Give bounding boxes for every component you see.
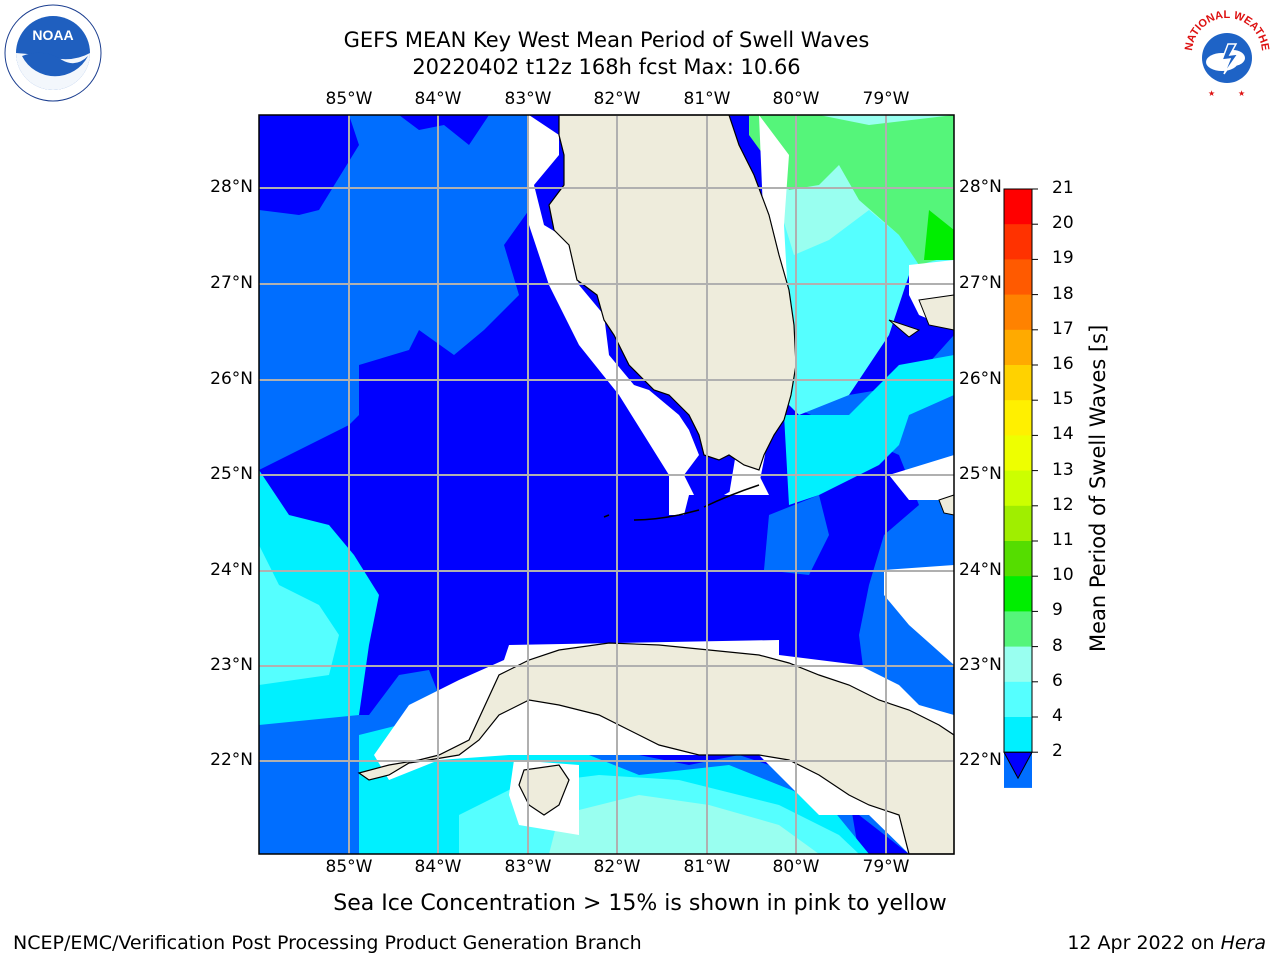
swell-band-4-6-east bbox=[784, 355, 954, 505]
colorbar-segment bbox=[1004, 189, 1032, 225]
colorbar-segment bbox=[1004, 224, 1032, 260]
colorbar-level-label: 6 bbox=[1052, 670, 1063, 691]
colorbar-level-label: 13 bbox=[1052, 459, 1074, 480]
colorbar-level-label: 21 bbox=[1052, 178, 1074, 198]
lat-tick-label-right: 24°N bbox=[959, 560, 1002, 580]
lat-tick-label-right: 25°N bbox=[959, 464, 1002, 484]
footer-branch: NCEP/EMC/Verification Post Processing Pr… bbox=[13, 932, 642, 954]
lat-tick-label-right: 22°N bbox=[959, 750, 1002, 770]
lon-tick-label-bottom: 79°W bbox=[862, 857, 910, 877]
nws-logo: NATIONAL WEATHER SERVICE ★ ★ bbox=[1174, 0, 1276, 102]
swell-band-9-10-northeast bbox=[749, 115, 954, 265]
noaa-logo-text: NOAA bbox=[32, 27, 73, 43]
colorbar-level-label: 8 bbox=[1052, 635, 1063, 656]
colorbar-segment bbox=[1004, 681, 1032, 718]
lon-tick-label-top: 85°W bbox=[325, 89, 373, 109]
lon-tick-label-top: 83°W bbox=[504, 89, 552, 109]
swell-band-2-4-west bbox=[259, 115, 529, 470]
lat-tick-label-right: 23°N bbox=[959, 655, 1002, 675]
lon-tick-label-bottom: 81°W bbox=[683, 857, 731, 877]
map-frame bbox=[258, 114, 955, 855]
colorbar-level-label: 12 bbox=[1052, 494, 1074, 515]
colorbar-segment bbox=[1004, 294, 1032, 331]
lat-tick-label-left: 25°N bbox=[210, 464, 253, 484]
colorbar-level-label: 14 bbox=[1052, 424, 1074, 445]
noaa-logo: NOAA bbox=[4, 4, 102, 102]
lon-tick-label-bottom: 83°W bbox=[504, 857, 552, 877]
chart-title-line1: GEFS MEAN Key West Mean Period of Swell … bbox=[343, 28, 870, 52]
swell-band-10-11-peak bbox=[924, 210, 954, 260]
lon-tick-label-bottom: 85°W bbox=[325, 857, 373, 877]
lat-tick-label-left: 27°N bbox=[210, 273, 253, 293]
colorbar-segment bbox=[1004, 365, 1032, 401]
colorbar-segment bbox=[1004, 329, 1032, 366]
lon-tick-label-top: 84°W bbox=[414, 89, 462, 109]
colorbar-segment bbox=[1004, 435, 1032, 472]
lon-tick-label-bottom: 84°W bbox=[414, 857, 462, 877]
cuba-landmass bbox=[357, 642, 955, 855]
colorbar-level-label: 11 bbox=[1052, 530, 1074, 550]
lat-tick-label-left: 23°N bbox=[210, 655, 253, 675]
svg-text:★: ★ bbox=[1208, 89, 1215, 98]
florida-keys-coast bbox=[603, 484, 760, 521]
colorbar-units-label: Mean Period of Swell Waves [s] bbox=[1086, 324, 1110, 652]
lon-tick-label-top: 80°W bbox=[772, 89, 820, 109]
lat-tick-label-right: 26°N bbox=[959, 369, 1002, 389]
colorbar-segment bbox=[1004, 541, 1032, 577]
lon-tick-label-top: 79°W bbox=[862, 89, 910, 109]
colorbar-level-label: 2 bbox=[1052, 741, 1063, 762]
swell-band-2-4-north-inner bbox=[399, 115, 489, 145]
lat-tick-label-right: 28°N bbox=[959, 177, 1002, 197]
colorbar-level-label: 17 bbox=[1052, 318, 1074, 339]
lat-tick-label-left: 28°N bbox=[210, 177, 253, 197]
colorbar-level-label: 10 bbox=[1052, 565, 1074, 586]
map-gridlines bbox=[259, 115, 954, 854]
colorbar-level-label: 16 bbox=[1052, 354, 1074, 374]
colorbar-segment bbox=[1004, 505, 1032, 542]
sea-ice-caption: Sea Ice Concentration > 15% is shown in … bbox=[333, 891, 947, 916]
swell-period-map bbox=[258, 114, 955, 855]
lon-tick-label-top: 81°W bbox=[683, 89, 731, 109]
lon-tick-label-bottom: 80°W bbox=[772, 857, 820, 877]
lat-tick-label-left: 24°N bbox=[210, 560, 253, 580]
footer-date: 12 Apr 2022 on Hera bbox=[1067, 932, 1266, 954]
colorbar-level-label: 18 bbox=[1052, 283, 1074, 304]
lat-tick-label-left: 22°N bbox=[210, 750, 253, 770]
masked-region-east-gap1 bbox=[889, 455, 954, 500]
colorbar-segment bbox=[1004, 470, 1032, 507]
colorbar-level-label: 15 bbox=[1052, 389, 1074, 410]
chart-title-line2: 20220402 t12z 168h fcst Max: 10.66 bbox=[412, 55, 801, 79]
lat-tick-label-left: 26°N bbox=[210, 369, 253, 389]
colorbar-segment bbox=[1004, 611, 1032, 648]
footer-host: Hera bbox=[1220, 932, 1266, 954]
swell-band-2-4-northwest-notch bbox=[259, 115, 359, 215]
colorbar-level-label: 4 bbox=[1052, 706, 1063, 726]
colorbar-segment bbox=[1004, 576, 1032, 612]
colorbar-segment bbox=[1004, 646, 1032, 683]
colorbar-level-label: 19 bbox=[1052, 248, 1074, 269]
lon-tick-label-bottom: 82°W bbox=[593, 857, 641, 877]
masked-region-east-gap2 bbox=[884, 565, 954, 665]
swell-band-6-8-west bbox=[259, 545, 339, 685]
svg-text:★: ★ bbox=[1238, 89, 1245, 98]
colorbar-segment bbox=[1004, 717, 1032, 753]
masked-region-florida-west bbox=[529, 115, 769, 515]
colorbar-level-label: 20 bbox=[1052, 213, 1074, 234]
colorbar bbox=[1003, 188, 1038, 788]
colorbar-segment bbox=[1004, 400, 1032, 436]
colorbar-level-label: 9 bbox=[1052, 600, 1063, 621]
lon-tick-label-top: 82°W bbox=[593, 89, 641, 109]
footer-date-text: 12 Apr 2022 on bbox=[1067, 932, 1221, 954]
lat-tick-label-right: 27°N bbox=[959, 273, 1002, 293]
colorbar-segment bbox=[1004, 259, 1032, 296]
isla-de-la-juventud bbox=[518, 764, 570, 816]
